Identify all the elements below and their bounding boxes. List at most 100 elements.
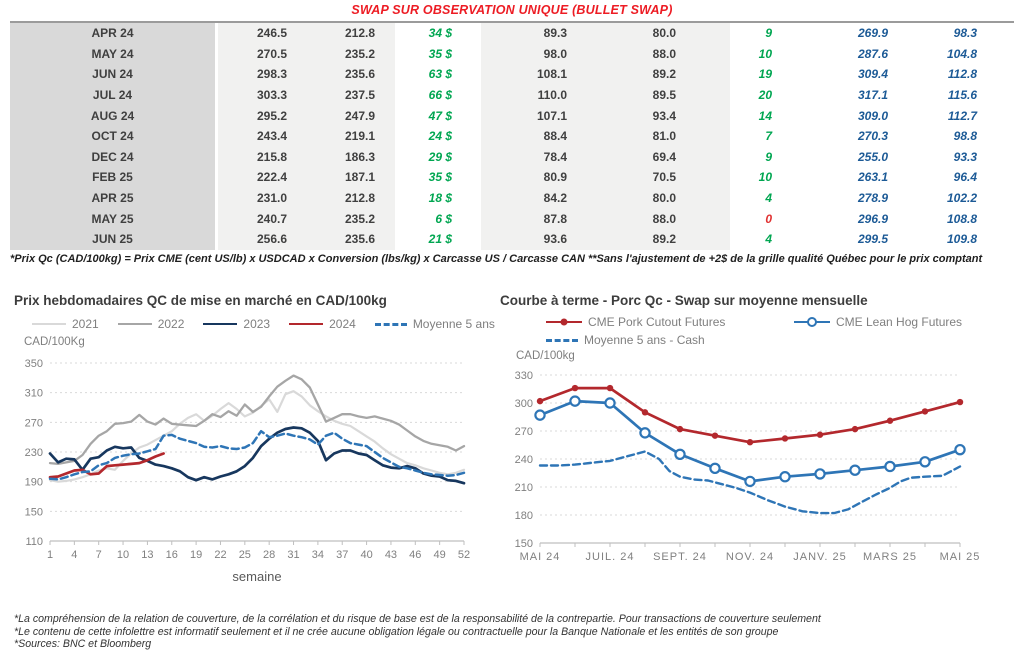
futures-leanhog-value: 115.6 [897, 84, 1014, 106]
legend-item-2024: 2024 [289, 317, 356, 331]
us-price: 93.6 [481, 228, 605, 250]
qc-price: 231.0 [218, 187, 308, 209]
futures-leanhog-value: 98.3 [897, 23, 1014, 44]
svg-text:300: 300 [515, 398, 533, 410]
qc-spot-price: 187.1 [308, 167, 395, 188]
svg-text:MAI 25: MAI 25 [940, 551, 981, 563]
contract-month: JUL 24 [10, 84, 218, 106]
qc-price: 298.3 [218, 64, 308, 85]
qc-price: 246.5 [218, 23, 308, 44]
us-spot-price: 81.0 [605, 125, 730, 147]
qc-spot-price: 212.8 [308, 23, 395, 44]
svg-text:MAI 24: MAI 24 [520, 551, 561, 563]
swap-diff: 19 [730, 64, 791, 85]
svg-text:230: 230 [25, 447, 43, 459]
swap-diff: 4 [730, 228, 791, 250]
svg-text:240: 240 [515, 454, 533, 466]
swap-gain: 24 $ [395, 125, 481, 147]
futures-leanhog-value: 98.8 [897, 125, 1014, 147]
legend-item-2023: 2023 [203, 317, 270, 331]
us-price: 107.1 [481, 105, 605, 126]
legend-label: Moyenne 5 ans [412, 317, 495, 331]
us-spot-price: 89.2 [605, 228, 730, 250]
line-swatch-icon [32, 323, 66, 325]
svg-text:13: 13 [141, 549, 153, 561]
forward-curve-plot: 150 180 210 240 270 300 330 MAI 24 JUIL. 24 SEPT.… [515, 350, 981, 563]
legend-label: Moyenne 5 ans - Cash [584, 333, 705, 347]
swap-diff: 4 [730, 187, 791, 209]
table-footnote: *Prix Qc (CAD/100kg) = Prix CME (cent US… [10, 253, 983, 265]
contract-month: JUN 25 [10, 228, 218, 250]
table-row: AUG 24 295.2 247.9 47 $ 107.1 93.4 14 30… [10, 105, 1014, 126]
contract-month: MAY 24 [10, 43, 218, 65]
svg-text:25: 25 [239, 549, 251, 561]
swap-gain: 34 $ [395, 23, 481, 44]
table-row: FEB 25 222.4 187.1 35 $ 80.9 70.5 10 263… [10, 167, 1014, 188]
table-row: DEC 24 215.8 186.3 29 $ 78.4 69.4 9 255.… [10, 146, 1014, 168]
swap-gain: 35 $ [395, 167, 481, 188]
svg-text:7: 7 [96, 549, 102, 561]
contract-month: APR 24 [10, 23, 218, 44]
qc-spot-price: 219.1 [308, 125, 395, 147]
svg-text:4: 4 [71, 549, 77, 561]
futures-cutout-value: 263.1 [791, 167, 897, 188]
svg-text:180: 180 [515, 510, 533, 522]
legend-item-lean-hog: CME Lean Hog Futures [794, 315, 1005, 329]
qc-spot-price: 237.5 [308, 84, 395, 106]
futures-leanhog-value: 93.3 [897, 146, 1014, 168]
contract-month: OCT 24 [10, 125, 218, 147]
table-row: MAY 25 240.7 235.2 6 $ 87.8 88.0 0 296.9… [10, 208, 1014, 229]
us-price: 108.1 [481, 64, 605, 85]
svg-text:190: 190 [25, 477, 43, 489]
table-row: JUN 24 298.3 235.6 63 $ 108.1 89.2 19 30… [10, 64, 1014, 85]
svg-text:330: 330 [515, 370, 533, 382]
svg-text:350: 350 [25, 358, 43, 370]
swap-table: APR 24 246.5 212.8 34 $ 89.3 80.0 9 269.… [10, 21, 1014, 250]
futures-leanhog-value: 112.8 [897, 64, 1014, 85]
us-spot-price: 88.0 [605, 43, 730, 65]
us-price: 98.0 [481, 43, 605, 65]
qc-spot-price: 235.2 [308, 208, 395, 229]
futures-leanhog-value: 102.2 [897, 187, 1014, 209]
svg-text:52: 52 [458, 549, 470, 561]
table-row: APR 24 246.5 212.8 34 $ 89.3 80.0 9 269.… [10, 23, 1014, 44]
us-spot-price: 80.0 [605, 187, 730, 209]
swap-diff: 14 [730, 105, 791, 126]
footnote-line: *La compréhension de la relation de couv… [14, 613, 821, 625]
svg-text:270: 270 [25, 417, 43, 429]
swap-diff: 0 [730, 208, 791, 229]
us-spot-price: 89.5 [605, 84, 730, 106]
line-swatch-icon [203, 323, 238, 325]
svg-text:JUIL. 24: JUIL. 24 [586, 551, 635, 563]
svg-text:MARS 25: MARS 25 [863, 551, 917, 563]
svg-text:40: 40 [360, 549, 372, 561]
svg-text:22: 22 [214, 549, 226, 561]
svg-text:34: 34 [312, 549, 324, 561]
futures-cutout-value: 317.1 [791, 84, 897, 106]
svg-text:210: 210 [515, 482, 533, 494]
swap-gain: 29 $ [395, 146, 481, 168]
svg-text:SEPT. 24: SEPT. 24 [653, 551, 707, 563]
swap-diff: 20 [730, 84, 791, 106]
legend-item-2022: 2022 [117, 317, 184, 331]
futures-cutout-value: 269.9 [791, 23, 897, 44]
svg-text:semaine: semaine [232, 569, 281, 584]
svg-text:150: 150 [515, 538, 533, 550]
futures-leanhog-value: 104.8 [897, 43, 1014, 65]
qc-spot-price: 186.3 [308, 146, 395, 168]
us-price: 88.4 [481, 125, 605, 147]
swap-diff: 9 [730, 146, 791, 168]
svg-text:110: 110 [25, 536, 43, 548]
table-row: MAY 24 270.5 235.2 35 $ 98.0 88.0 10 287… [10, 43, 1014, 65]
us-spot-price: 70.5 [605, 167, 730, 188]
qc-price: 256.6 [218, 228, 308, 250]
swap-gain: 63 $ [395, 64, 481, 85]
chart-title: Prix hebdomadaires QC de mise en marché … [14, 293, 387, 308]
legend-label: 2023 [243, 317, 271, 331]
contract-month: DEC 24 [10, 146, 218, 168]
swap-diff: 7 [730, 125, 791, 147]
qc-price: 295.2 [218, 105, 308, 126]
table-row: JUL 24 303.3 237.5 66 $ 110.0 89.5 20 31… [10, 84, 1014, 106]
qc-spot-price: 235.2 [308, 43, 395, 65]
us-spot-price: 69.4 [605, 146, 730, 168]
